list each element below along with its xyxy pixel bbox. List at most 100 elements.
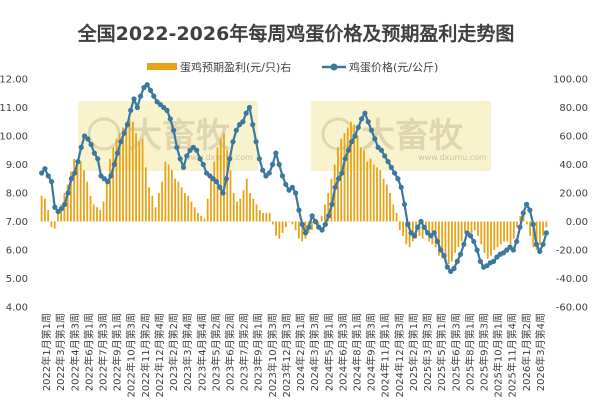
price-point xyxy=(355,124,361,131)
x-tick-label: 2024年2月第1周 xyxy=(294,313,307,391)
price-point xyxy=(250,122,256,128)
profit-bar xyxy=(470,221,473,233)
price-point xyxy=(421,224,427,230)
profit-bar xyxy=(363,150,365,222)
price-point xyxy=(454,258,460,264)
profit-bar xyxy=(177,181,180,222)
x-tick-label: 2023年2月第2周 xyxy=(167,313,180,391)
profit-bar xyxy=(477,221,479,236)
price-point xyxy=(372,136,378,142)
legend-swatch-profit xyxy=(147,63,177,70)
price-point xyxy=(378,147,385,153)
profit-bar xyxy=(392,204,395,222)
profit-bar xyxy=(60,204,63,222)
x-tick-label: 2024年12月第3周 xyxy=(393,313,406,398)
profit-bar xyxy=(57,212,59,222)
profit-bar xyxy=(288,221,291,222)
price-point xyxy=(52,204,58,210)
watermark-2: 大畜牧 www.dxumu.com xyxy=(311,101,491,171)
profit-bar xyxy=(340,138,343,222)
left-tick-label: 4.00 xyxy=(6,303,28,314)
price-point xyxy=(335,176,342,182)
price-point xyxy=(72,170,78,176)
price-point xyxy=(134,104,140,111)
price-point xyxy=(392,170,398,176)
price-point xyxy=(217,184,223,190)
price-point xyxy=(312,218,319,225)
profit-bar xyxy=(496,221,499,248)
legend: 蛋鸡预期盈利(元/只)右 鸡蛋价格(元/公斤) xyxy=(147,60,438,74)
left-tick-label: 7.00 xyxy=(6,217,28,228)
profit-bar xyxy=(148,187,150,222)
profit-bar xyxy=(398,221,401,231)
profit-bar xyxy=(79,161,82,222)
price-point xyxy=(108,173,114,179)
right-tick-label: 20.00 xyxy=(559,189,588,200)
profit-bar xyxy=(219,138,222,222)
price-point xyxy=(223,176,229,182)
profit-bar xyxy=(327,193,330,222)
profit-bar xyxy=(115,138,118,222)
price-point xyxy=(124,122,131,128)
profit-bar xyxy=(542,221,545,236)
left-tick-label: 12.00 xyxy=(0,75,28,86)
profit-bar xyxy=(184,193,186,222)
x-tick-label: 2024年11月第1周 xyxy=(379,313,392,398)
profit-bar xyxy=(197,212,199,222)
price-point xyxy=(233,127,239,133)
profit-bar xyxy=(242,190,245,222)
price-point xyxy=(85,136,91,142)
x-tick-label: 2025年8月第1周 xyxy=(463,313,476,391)
x-tick-label: 2023年12月第3周 xyxy=(280,313,293,398)
profit-bar xyxy=(164,161,167,222)
right-tick-label: 40.00 xyxy=(559,160,588,171)
profit-bar xyxy=(402,221,404,236)
price-point xyxy=(411,233,418,239)
profit-bar xyxy=(135,133,137,222)
chart-title: 全国2022-2026年每周鸡蛋价格及预期盈利走势图 xyxy=(77,22,515,45)
price-point xyxy=(523,201,530,207)
profit-bar xyxy=(109,158,111,222)
profit-bar xyxy=(382,178,385,222)
profit-bar xyxy=(229,170,232,222)
price-point xyxy=(438,247,444,253)
x-tick-label: 2024年5月第1周 xyxy=(322,313,335,391)
profit-bar xyxy=(535,221,538,250)
profit-bar xyxy=(138,141,141,222)
watermark-1-text: 大畜牧 xyxy=(128,116,231,156)
price-point xyxy=(289,184,295,190)
x-tick-label: 2023年6月第2周 xyxy=(224,313,237,391)
profit-bar xyxy=(503,221,505,242)
profit-bar xyxy=(144,167,147,222)
price-point xyxy=(62,201,68,207)
price-point xyxy=(359,116,365,122)
profit-bar xyxy=(245,178,248,222)
price-point xyxy=(451,265,457,272)
price-point xyxy=(332,184,338,190)
legend-swatch-price-marker xyxy=(330,63,338,71)
profit-bar xyxy=(187,195,190,222)
profit-bar xyxy=(509,221,512,245)
price-point xyxy=(114,150,121,156)
profit-bar xyxy=(265,212,268,222)
profit-bar xyxy=(226,150,229,222)
price-point xyxy=(105,179,111,185)
price-point xyxy=(253,139,259,145)
profit-bar xyxy=(66,184,69,222)
price-point xyxy=(540,241,546,247)
price-point xyxy=(88,141,94,148)
profit-bar xyxy=(232,193,235,222)
profit-bar xyxy=(73,158,76,222)
right-tick-label: -40.00 xyxy=(556,274,588,285)
x-tick-label: 2022年9月第1周 xyxy=(111,313,124,391)
profit-bar xyxy=(320,215,323,222)
price-point xyxy=(260,167,266,173)
price-point xyxy=(306,224,312,230)
profit-bar xyxy=(200,215,203,222)
price-point xyxy=(197,156,203,162)
price-point xyxy=(474,247,480,253)
profit-bar xyxy=(366,161,369,222)
price-point xyxy=(302,230,309,236)
price-point xyxy=(530,221,536,227)
